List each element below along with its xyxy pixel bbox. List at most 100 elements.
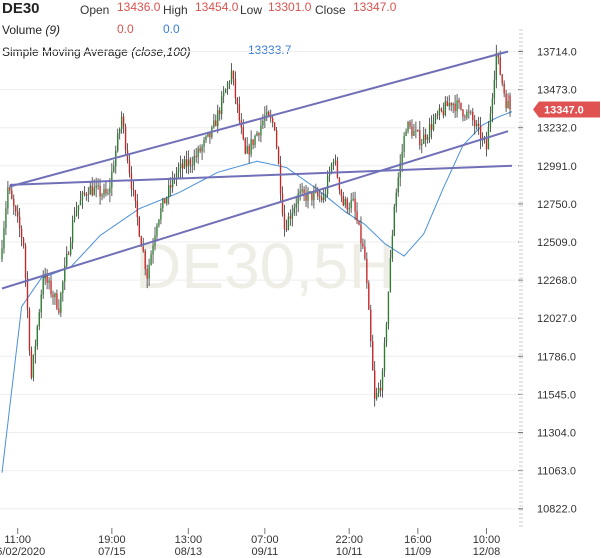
candle-body [499, 57, 501, 75]
candle-body [219, 110, 221, 115]
candle-body [413, 130, 415, 136]
candle [489, 106, 492, 133]
candle-body [493, 79, 496, 99]
candle [158, 218, 160, 228]
candle-body [238, 104, 241, 121]
candle [113, 160, 115, 173]
trendline-layer[interactable] [1, 50, 513, 290]
sma-layer [1, 111, 513, 473]
candle-body [375, 393, 378, 399]
candle-body [417, 130, 419, 132]
candle [177, 162, 180, 180]
candle-body [5, 208, 7, 228]
candle [38, 308, 40, 331]
candle-body [301, 189, 303, 192]
candle [352, 192, 354, 202]
y-tick-label: 10822.0 [537, 504, 577, 516]
candle-body [409, 121, 411, 127]
candle-body [462, 109, 464, 117]
trendline[interactable] [9, 50, 509, 188]
y-tick-label: 11786.0 [537, 351, 576, 363]
candle [338, 177, 341, 195]
candle [238, 96, 241, 125]
candle [374, 361, 376, 407]
candle-body [30, 350, 33, 378]
candle-body [425, 134, 427, 140]
candle-body [319, 196, 321, 198]
candle [34, 339, 37, 364]
candle-body [62, 281, 64, 293]
candle-body [207, 132, 209, 137]
candle [168, 177, 170, 205]
candle [283, 204, 286, 237]
x-tick-date: 10/11 [336, 546, 363, 558]
trendline[interactable] [9, 164, 513, 186]
candle-body [421, 143, 423, 146]
candle [101, 192, 103, 201]
candle [487, 121, 490, 150]
candle [175, 166, 178, 187]
candle [407, 120, 409, 134]
candle-body [321, 197, 323, 201]
trendline[interactable] [1, 130, 509, 290]
candle [305, 184, 307, 208]
candle-body [58, 308, 60, 313]
candle-body [189, 159, 191, 166]
candle [444, 96, 446, 117]
candle [346, 197, 348, 214]
candle-body [260, 125, 262, 136]
candle [326, 170, 329, 198]
candle-body [89, 185, 91, 195]
candle [452, 102, 454, 114]
candle-body [64, 265, 66, 282]
candle-body [77, 205, 80, 211]
candle-body [479, 126, 482, 141]
candle [334, 154, 337, 166]
x-tick-date: 07/15 [98, 546, 126, 558]
candle [215, 114, 217, 127]
open-value: 13436.0 [117, 0, 161, 14]
last-price-tag-bg [533, 101, 600, 118]
candle-body [56, 293, 58, 309]
candle [187, 150, 190, 175]
candle [448, 95, 450, 111]
candle-body [281, 193, 284, 214]
candle-body [277, 147, 280, 164]
candle-body [368, 283, 370, 310]
candle-body [366, 258, 368, 284]
candle-body [503, 83, 505, 94]
candle-body [160, 208, 162, 220]
candle [46, 269, 48, 290]
candle-body [323, 196, 325, 201]
candle [385, 321, 388, 347]
candle-body [505, 93, 507, 109]
candle [501, 73, 503, 87]
candle [195, 147, 197, 163]
high-value: 13454.0 [195, 0, 239, 14]
candle [226, 80, 229, 95]
candle [224, 88, 227, 94]
candle [364, 239, 366, 261]
candle-body [246, 146, 248, 154]
candle-body [248, 146, 250, 155]
candle [222, 86, 225, 104]
candle-body [360, 224, 362, 244]
y-tick-label: 11304.0 [537, 428, 576, 440]
candle [126, 143, 129, 164]
candle [405, 128, 407, 137]
candle [44, 267, 46, 285]
candle-body [477, 123, 480, 127]
candle-body [217, 110, 219, 127]
candle [289, 209, 292, 226]
candle [193, 149, 195, 171]
y-tick-label: 12268.0 [537, 275, 577, 287]
candle [99, 178, 101, 205]
candle-body [91, 185, 93, 196]
candle-body [440, 108, 443, 111]
candle-body [423, 134, 425, 144]
candle-body [230, 70, 233, 83]
candle-body [442, 110, 445, 116]
candle [372, 334, 374, 371]
candle-body [183, 159, 186, 169]
